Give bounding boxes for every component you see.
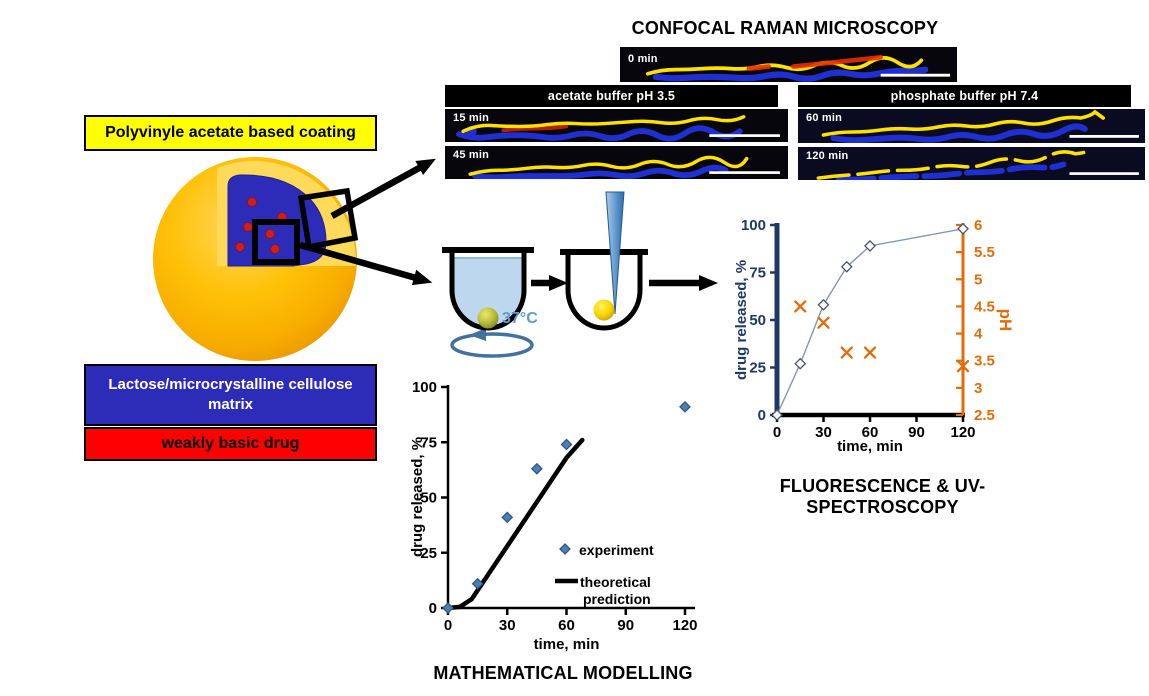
- svg-text:30: 30: [815, 424, 832, 441]
- svg-text:0: 0: [773, 424, 781, 441]
- raman-image-45min: 45 min: [445, 146, 788, 179]
- stirring-arrowhead-icon: [469, 328, 486, 341]
- raman-image-15min: 15 min: [445, 109, 788, 142]
- svg-text:4.5: 4.5: [974, 298, 995, 315]
- svg-text:5: 5: [974, 271, 982, 288]
- phosphate-buffer-header: phosphate buffer pH 7.4: [798, 85, 1131, 107]
- svg-text:100: 100: [412, 379, 437, 396]
- svg-text:50: 50: [420, 490, 437, 507]
- raman-streak-red: [501, 124, 569, 133]
- raman-streak-yellow: [816, 149, 1092, 180]
- svg-text:50: 50: [749, 312, 766, 329]
- raman-streak-yellow: [461, 115, 746, 134]
- medium-fill: [454, 258, 522, 326]
- raman-streak-yellow: [821, 109, 1105, 137]
- vessel-outline: [565, 252, 643, 331]
- time-label: 60 min: [806, 112, 843, 124]
- stirring-motion-icon: [450, 332, 534, 358]
- scale-bar: [1069, 172, 1139, 175]
- time-label: 0 min: [628, 53, 658, 65]
- pellet-cutaway-diagram: [153, 157, 357, 361]
- svg-text:100: 100: [741, 217, 766, 234]
- scale-bar: [880, 73, 951, 77]
- svg-text:75: 75: [420, 434, 437, 451]
- svg-text:prediction: prediction: [583, 591, 651, 607]
- svg-text:90: 90: [617, 617, 634, 634]
- raman-streak-yellow: [468, 155, 749, 176]
- svg-text:3.5: 3.5: [974, 353, 995, 370]
- raman-streak-blue: [652, 66, 929, 82]
- svg-text:75: 75: [749, 265, 766, 282]
- raman-streak-art: [821, 109, 1139, 143]
- raman-streak-blue: [472, 164, 729, 179]
- matrix-label: Lactose/microcrystalline cellulose matri…: [84, 364, 377, 426]
- raman-image-0min: 0 min: [620, 47, 957, 82]
- raman-streak-blue: [456, 125, 743, 142]
- coating-label: Polyvinyle acetate based coating: [84, 115, 377, 151]
- raman-streak-blue: [830, 123, 1088, 143]
- svg-text:theoretical: theoretical: [580, 574, 651, 590]
- raman-streak-art: [456, 115, 780, 142]
- matrix-label-line2: matrix: [207, 396, 254, 413]
- svg-text:0: 0: [758, 407, 766, 424]
- time-label: 15 min: [453, 112, 490, 124]
- matrix-label-line1: Lactose/microcrystalline cellulose: [108, 376, 353, 393]
- probe-tip-icon: [605, 191, 625, 315]
- scale-bar: [709, 171, 780, 174]
- svg-text:0: 0: [429, 600, 437, 617]
- temperature-label: 37°C: [502, 310, 538, 327]
- raman-streak-red: [746, 54, 883, 71]
- svg-text:25: 25: [420, 545, 437, 562]
- svg-text:pH: pH: [996, 309, 1015, 332]
- svg-text:4: 4: [974, 326, 983, 343]
- svg-text:120: 120: [950, 424, 975, 441]
- svg-text:120: 120: [672, 617, 697, 634]
- acetate-buffer-header: acetate buffer pH 3.5: [445, 85, 778, 107]
- svg-text:time, min: time, min: [534, 636, 600, 653]
- drug-label: weakly basic drug: [84, 427, 377, 461]
- svg-text:60: 60: [558, 617, 575, 634]
- raman-streak-blue: [835, 161, 1067, 180]
- svg-text:drug released, %: drug released, %: [409, 437, 426, 557]
- pellet-in-vessel: [593, 299, 615, 321]
- raman-image-60min: 60 min: [798, 109, 1145, 143]
- svg-text:6: 6: [974, 217, 982, 234]
- scale-bar: [709, 134, 780, 137]
- time-label: 120 min: [806, 150, 849, 162]
- svg-text:90: 90: [908, 424, 925, 441]
- dissolution-vessel-icon: [442, 247, 534, 358]
- svg-text:experiment: experiment: [579, 542, 654, 558]
- probe-vessel-icon: [560, 191, 648, 331]
- raman-streak-art: [645, 54, 951, 82]
- raman-section-title: CONFOCAL RAMAN MICROSCOPY: [631, 18, 939, 38]
- svg-text:25: 25: [749, 360, 766, 377]
- raman-streak-art: [816, 149, 1139, 180]
- modelling-section-title: MATHEMATICAL MODELLING: [433, 663, 693, 683]
- svg-text:2.5: 2.5: [974, 407, 995, 424]
- time-label: 45 min: [453, 149, 490, 161]
- fluorescence-section-title: FLUORESCENCE & UV-SPECTROSCOPY: [779, 476, 986, 517]
- modelling-chart: 0 30 60 90 120 0 25 50 75 100 time, min drug releas…: [409, 379, 698, 653]
- svg-text:time, min: time, min: [837, 438, 903, 455]
- pellet-in-vessel: [477, 307, 499, 329]
- svg-text:0: 0: [444, 617, 452, 634]
- svg-text:60: 60: [862, 424, 879, 441]
- svg-text:drug released, %: drug released, %: [733, 260, 750, 380]
- fluorescence-chart: 0 30 60 90 120 0 25 50 75 100 2.5 3 3.5 4 4.5 5 5.5 6 time…: [733, 217, 1015, 455]
- svg-text:5.5: 5.5: [974, 244, 995, 261]
- svg-text:3: 3: [974, 380, 982, 397]
- raman-image-120min: 120 min: [798, 147, 1145, 180]
- svg-text:30: 30: [499, 617, 516, 634]
- raman-streak-art: [468, 155, 780, 179]
- scale-bar: [1069, 135, 1139, 138]
